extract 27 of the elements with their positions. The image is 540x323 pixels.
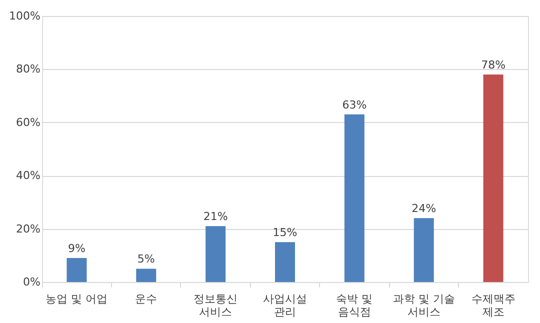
data-label: 5% — [137, 252, 155, 266]
bar — [275, 242, 295, 282]
data-label: 9% — [68, 242, 86, 256]
y-tick-label: 20% — [16, 222, 40, 236]
x-tick-label: 수제맥주 제조 — [471, 292, 516, 318]
x-tick-label: 정보통신 서비스 — [194, 292, 238, 318]
y-tick-label: 100% — [9, 10, 40, 22]
bar — [206, 226, 226, 282]
y-tick-label: 0% — [23, 276, 40, 288]
data-label: 15% — [272, 226, 298, 240]
y-tick-label: 80% — [16, 62, 40, 76]
data-label: 78% — [481, 58, 506, 72]
bar — [414, 218, 434, 282]
data-label: 63% — [342, 98, 367, 112]
x-tick-label: 농업 및 어업 — [46, 292, 108, 306]
x-tick-label: 운수 — [135, 292, 158, 306]
data-label: 21% — [203, 210, 228, 224]
x-tick-label: 과학 및 기술 서비스 — [392, 292, 455, 318]
data-label: 24% — [412, 202, 436, 216]
bar — [66, 258, 87, 282]
bar — [483, 74, 504, 282]
y-tick-label: 60% — [16, 116, 40, 129]
x-tick-label: 사업시설 관리 — [263, 292, 307, 318]
x-tick-label: 숙박 및 음식점 — [336, 292, 373, 318]
y-tick-label: 40% — [16, 169, 40, 182]
bar — [136, 268, 156, 282]
bar — [344, 114, 364, 282]
